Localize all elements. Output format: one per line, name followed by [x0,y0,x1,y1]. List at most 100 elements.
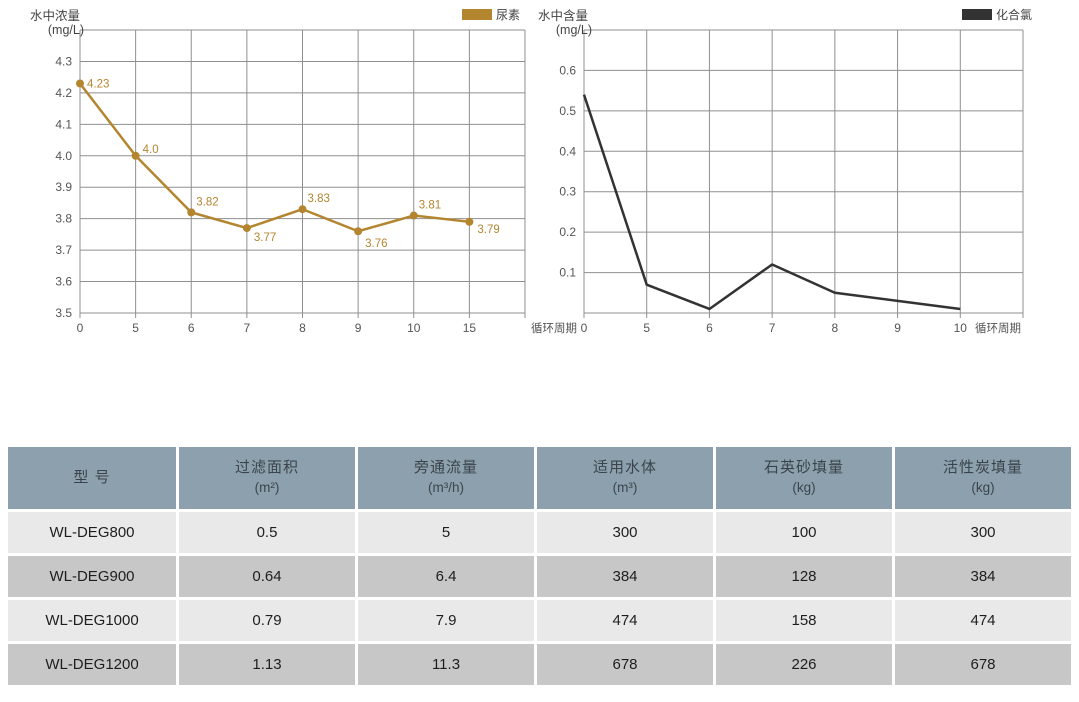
y-tick-label: 3.6 [55,275,72,289]
y-tick-label: 4.2 [55,86,72,100]
table-cell: 474 [537,600,713,641]
chart-unit-label: (mg/L) [48,23,84,37]
data-point-label: 3.82 [196,196,218,208]
column-header: 过滤面积 (m²) [179,447,355,509]
x-tick-label: 8 [299,321,306,335]
column-header: 适用水体 (m³) [537,447,713,509]
data-point-marker [242,224,251,233]
table-cell: 128 [716,556,892,597]
x-tick-label: 6 [706,321,713,335]
table-cell: 300 [537,512,713,553]
chlorine-chart: 0.1 0.2 0.3 0.4 0.5 0.6 0 5 6 7 8 9 10 循环周期 水中含量(mg/L)… [538,7,1032,335]
y-tick-label: 3.9 [55,180,72,194]
data-point-marker [76,79,84,88]
column-header: 石英砂填量 (kg) [716,447,892,509]
table-cell: 384 [895,556,1071,597]
column-header-unit: (kg) [792,479,816,495]
column-header: 旁通流量 (m³/h) [358,447,534,509]
table-cell: WL-DEG1200 [8,644,176,685]
data-point-label: 3.77 [254,232,276,244]
x-tick-label: 6 [188,321,195,335]
legend-swatch [462,9,492,20]
table-cell: 0.64 [179,556,355,597]
table-cell: 474 [895,600,1071,641]
y-tick-label: 0.4 [559,144,576,158]
y-tick-label: 0.5 [559,104,576,118]
x-tick-label: 0 [77,321,84,335]
table-cell: 384 [537,556,713,597]
column-header-label: 适用水体 [592,459,657,477]
table-cell: 0.79 [179,600,355,641]
chart-title: 水中含量 [538,8,588,23]
data-point-marker [354,227,363,236]
table-cell: 300 [895,512,1071,553]
table-cell: WL-DEG900 [8,556,176,597]
column-header-label: 石英砂填量 [763,459,844,477]
table-cell: 226 [716,644,892,685]
x-axis-name: 循环周期 [531,322,577,335]
y-tick-label: 0.1 [559,266,576,280]
chart-unit-label: (mg/L) [556,23,592,37]
column-header-label: 型 号 [73,468,111,486]
data-point-marker [187,208,196,217]
y-tick-label: 4.1 [55,117,72,131]
y-tick-label: 0.3 [559,185,576,199]
table-cell: WL-DEG800 [8,512,176,553]
data-point-label: 3.76 [365,238,387,250]
table-cell: 678 [537,644,713,685]
data-point-marker [298,205,307,214]
data-point-marker [409,211,418,220]
table-cell: 158 [716,600,892,641]
column-header-unit: (m³/h) [428,479,464,495]
data-point-marker [131,151,140,160]
x-tick-label: 7 [769,321,776,335]
y-tick-label: 3.5 [55,306,72,320]
legend-swatch [962,9,992,20]
x-tick-label: 0 [581,321,588,335]
table-cell: 6.4 [358,556,534,597]
data-point-label: 4.0 [143,144,159,156]
legend-label: 尿素 [496,8,520,22]
x-tick-label: 5 [132,321,139,335]
data-point-label: 3.81 [419,200,441,212]
y-tick-label: 0.2 [559,225,576,239]
table-cell: 11.3 [358,644,534,685]
y-tick-label: 4.0 [55,149,72,163]
data-point-marker [465,217,474,226]
urea-chart: 3.5 3.6 3.7 3.8 3.9 4.0 4.1 4.2 4.3 0 5 6 7 8 9 10 15 循环周… [30,8,577,335]
y-tick-label: 0.6 [559,63,576,77]
table-cell: 5 [358,512,534,553]
chart-title: 水中浓量 [30,8,80,23]
x-tick-label: 15 [463,321,477,335]
data-point-label: 3.79 [477,224,499,236]
table-cell: 100 [716,512,892,553]
table-cell: 678 [895,644,1071,685]
x-tick-label: 7 [244,321,251,335]
y-tick-label: 3.7 [55,243,72,257]
table-cell: 0.5 [179,512,355,553]
x-axis-name: 循环周期 [975,322,1021,335]
column-header-unit: (m³) [612,479,638,495]
table-cell: 7.9 [358,600,534,641]
table-cell: WL-DEG1000 [8,600,176,641]
column-header-label: 活性炭填量 [942,459,1023,477]
x-tick-label: 9 [894,321,901,335]
column-header-unit: (kg) [971,479,995,495]
x-tick-label: 10 [954,321,968,335]
x-tick-label: 9 [355,321,362,335]
series-line [582,94,961,311]
spec-table: 型 号过滤面积 (m²) 旁通流量 (m³/h) 适用水体 (m³) 石英砂填量 (kg) 活性… [8,447,1071,685]
table-cell: 1.13 [179,644,355,685]
column-header: 活性炭填量 (kg) [895,447,1071,509]
charts-canvas: 3.5 3.6 3.7 3.8 3.9 4.0 4.1 4.2 4.3 0 5 6 7 8 9 10 15 循环周… [30,7,1032,335]
column-header-unit: (m²) [254,479,280,495]
column-header: 型 号 [8,447,176,509]
x-tick-label: 10 [407,321,421,335]
x-tick-label: 5 [643,321,650,335]
column-header-label: 过滤面积 [234,459,299,477]
column-header-label: 旁通流量 [413,459,478,477]
y-tick-label: 4.3 [55,54,72,68]
data-point-label: 4.23 [87,78,109,90]
y-tick-label: 3.8 [55,212,72,226]
legend-label: 化合氯 [996,7,1032,22]
